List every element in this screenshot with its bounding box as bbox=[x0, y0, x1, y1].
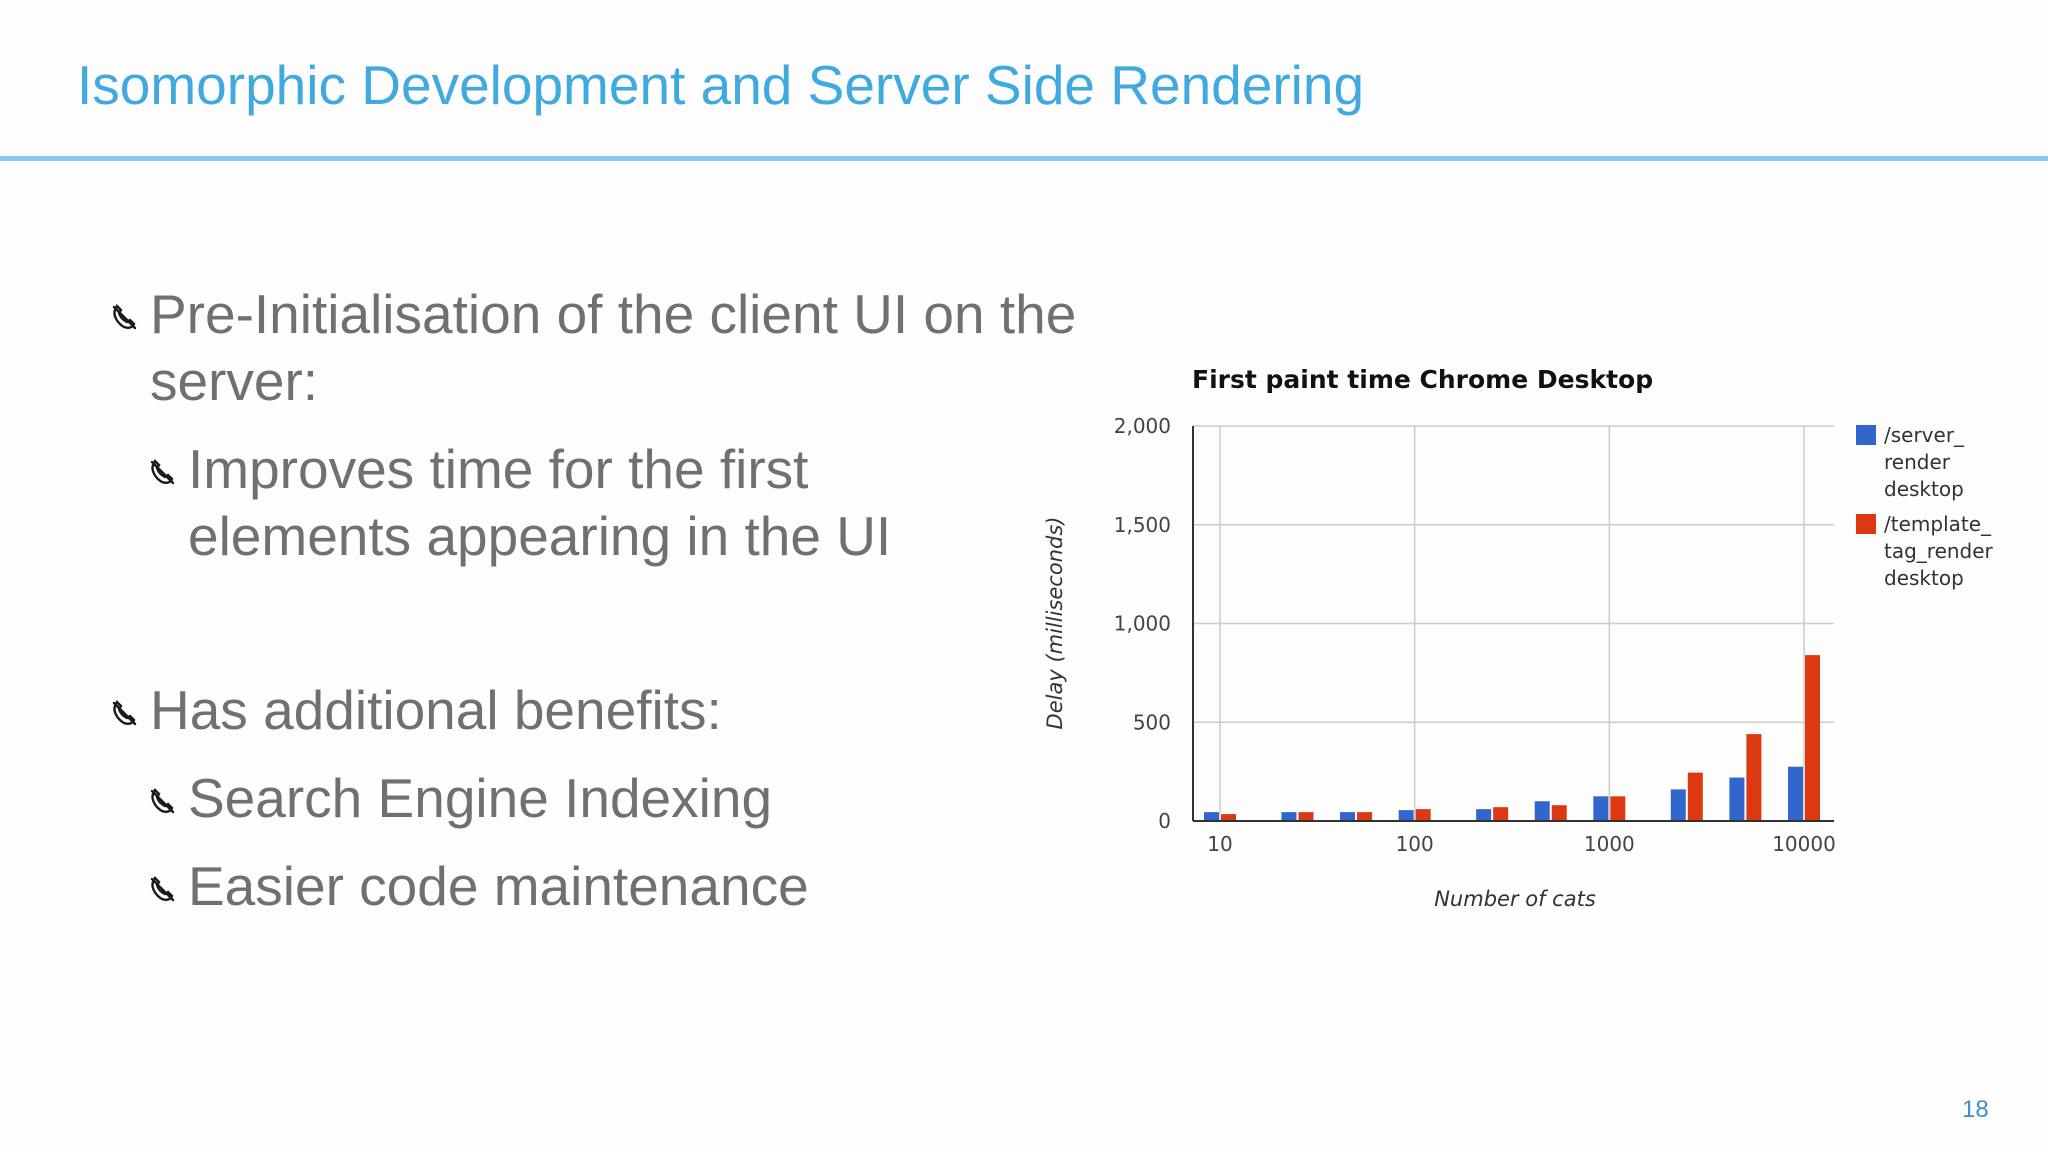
bar-template-tag-render bbox=[1298, 812, 1314, 821]
y-tick-label: 2,000 bbox=[1114, 414, 1171, 438]
bar-server-render bbox=[1340, 812, 1356, 821]
bar-template-tag-render bbox=[1551, 805, 1567, 821]
rotary-phone-icon bbox=[110, 699, 144, 727]
bar-server-render bbox=[1670, 789, 1686, 821]
chart-title: First paint time Chrome Desktop bbox=[1192, 365, 1653, 394]
bullet-text: Easier code maintenance bbox=[188, 855, 809, 917]
bullet-text: Has additional benefits: bbox=[150, 679, 722, 741]
bullet-item: Has additional benefits: bbox=[110, 677, 1110, 744]
rotary-phone-icon bbox=[148, 875, 182, 903]
x-axis-label: Number of cats bbox=[1434, 887, 1596, 911]
bar-template-tag-render bbox=[1746, 734, 1762, 821]
legend-label: tag_render bbox=[1884, 539, 1994, 563]
sub-bullet-item: Improves time for the first elements app… bbox=[148, 436, 978, 570]
legend-label: render bbox=[1884, 450, 1951, 474]
rotary-phone-icon bbox=[148, 787, 182, 815]
bar-template-tag-render bbox=[1415, 809, 1431, 821]
bar-server-render bbox=[1729, 777, 1745, 821]
y-tick-label: 1,000 bbox=[1114, 612, 1171, 636]
legend-swatch bbox=[1856, 425, 1876, 445]
title-divider bbox=[0, 156, 2048, 161]
slide-title: Isomorphic Development and Server Side R… bbox=[77, 54, 1365, 116]
bar-template-tag-render bbox=[1610, 796, 1626, 821]
bar-template-tag-render bbox=[1493, 807, 1509, 821]
bar-server-render bbox=[1398, 810, 1414, 821]
bullet-text: Pre-Initialisation of the client UI on t… bbox=[150, 283, 1077, 412]
page-number: 18 bbox=[1962, 1096, 1989, 1123]
bar-server-render bbox=[1788, 766, 1803, 821]
bar-server-render bbox=[1593, 796, 1609, 821]
x-tick-label: 10000 bbox=[1772, 832, 1836, 856]
legend-label: desktop bbox=[1884, 477, 1964, 501]
bar-template-tag-render bbox=[1357, 812, 1373, 821]
x-tick-label: 100 bbox=[1396, 832, 1434, 856]
bullet-text: Improves time for the first elements app… bbox=[188, 438, 892, 567]
x-tick-label: 10 bbox=[1207, 832, 1232, 856]
bullet-text: Search Engine Indexing bbox=[188, 767, 773, 829]
bar-server-render bbox=[1281, 812, 1297, 821]
y-tick-label: 500 bbox=[1133, 710, 1171, 734]
bar-template-tag-render bbox=[1805, 655, 1820, 821]
bar-server-render bbox=[1476, 809, 1492, 821]
bar-template-tag-render bbox=[1221, 814, 1236, 821]
legend-label: /template_ bbox=[1884, 512, 1992, 536]
bullet-item: Pre-Initialisation of the client UI on t… bbox=[110, 281, 1110, 415]
first-paint-chart: 2,000 1,500 1,000 500 0 10 100 1000 10000 First p… bbox=[1043, 365, 1994, 911]
y-tick-label: 1,500 bbox=[1114, 513, 1171, 537]
bar-template-tag-render bbox=[1687, 772, 1703, 821]
rotary-phone-icon bbox=[148, 458, 182, 486]
rotary-phone-icon bbox=[110, 303, 144, 331]
sub-bullet-item: Search Engine Indexing bbox=[148, 765, 1048, 832]
bar-server-render bbox=[1204, 812, 1219, 821]
legend-swatch bbox=[1856, 514, 1876, 534]
bar-server-render bbox=[1534, 801, 1550, 821]
x-tick-label: 1000 bbox=[1584, 832, 1635, 856]
y-tick-label: 0 bbox=[1158, 809, 1171, 833]
y-axis-label: Delay (milliseconds) bbox=[1043, 517, 1067, 730]
legend-label: /server_ bbox=[1884, 423, 1965, 447]
sub-bullet-item: Easier code maintenance bbox=[148, 853, 1048, 920]
legend-label: desktop bbox=[1884, 566, 1964, 590]
